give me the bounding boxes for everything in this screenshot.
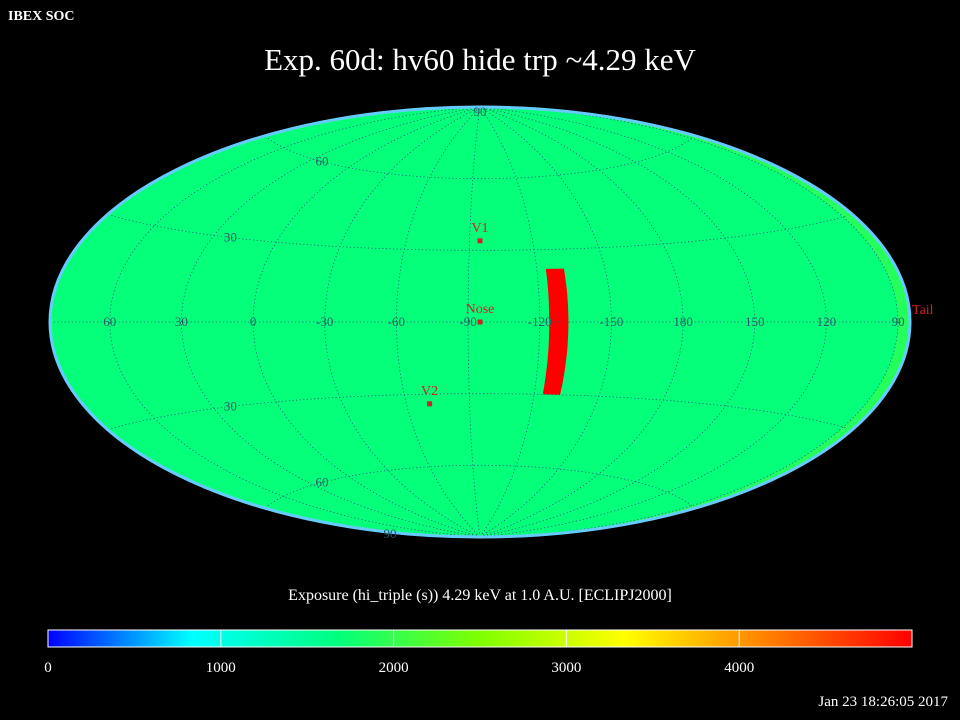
marker-point [477, 238, 483, 244]
meridian-line [479, 107, 899, 537]
longitude-label: 150 [745, 314, 765, 329]
longitude-label: -30 [316, 314, 333, 329]
marker-label: V1 [471, 221, 488, 236]
latitude-label: 60 [316, 154, 329, 169]
exposure-strips [50, 107, 899, 537]
meridian-line [395, 107, 481, 537]
graticule [50, 107, 904, 537]
timestamp: Jan 23 18:26:05 2017 [818, 694, 948, 710]
colorbar-tick-label: 4000 [724, 660, 755, 676]
hot-region [542, 268, 569, 395]
longitude-label: 0 [250, 314, 257, 329]
colorbar-tick-lines [47, 630, 740, 647]
marker-point [427, 401, 433, 407]
marker-label: Nose [466, 302, 495, 317]
longitude-label: -150 [599, 314, 623, 329]
longitude-labels: 60 30 0 -30 -60 -90 -120 -150 180 150 120 90 [103, 314, 904, 329]
longitude-label: -90 [459, 314, 476, 329]
latitude-label: 30 [224, 230, 237, 245]
longitude-label: 90 [892, 314, 905, 329]
latitude-label: 90 [474, 104, 487, 119]
parallel-line [107, 393, 848, 430]
hot-region-cell [542, 268, 569, 395]
longitude-label: -60 [388, 314, 405, 329]
colorbar-tick-label: 2000 [378, 660, 409, 676]
parallel-line [264, 464, 694, 509]
parallel-line [264, 135, 694, 180]
longitude-label: 30 [175, 314, 188, 329]
parallel-line [107, 214, 848, 251]
marker-label: Tail [912, 303, 934, 318]
longitude-label: 60 [103, 314, 116, 329]
longitude-label: 180 [673, 314, 693, 329]
map-outline [48, 105, 912, 539]
longitude-label: 120 [817, 314, 837, 329]
latitude-label: 90 [384, 526, 397, 541]
latitude-label: 30 [224, 399, 237, 414]
meridian-line [180, 107, 481, 537]
marker-label: V2 [421, 384, 438, 399]
colorbar-tick-label: 3000 [551, 660, 582, 676]
latitude-label: 60 [316, 474, 329, 489]
colorbar-tick-label: 1000 [205, 660, 236, 676]
map-markers: V1 Nose V2 Tail [421, 221, 934, 407]
longitude-label: -120 [528, 314, 552, 329]
colorbar-tick-label: 0 [44, 660, 52, 676]
marker-point [477, 319, 483, 325]
colorbar [47, 629, 913, 648]
meridian-line [479, 107, 541, 537]
meridian-line [479, 107, 612, 537]
latitude-labels: 90 60 30 30 60 90 [224, 104, 487, 541]
colorbar-title: Exposure (hi_triple (s)) 4.29 keV at 1.0… [288, 587, 672, 604]
chart-title: Exp. 60d: hv60 hide trp ~4.29 keV [264, 42, 696, 77]
meridian-line [479, 107, 827, 537]
org-label: IBEX SOC [8, 9, 75, 24]
